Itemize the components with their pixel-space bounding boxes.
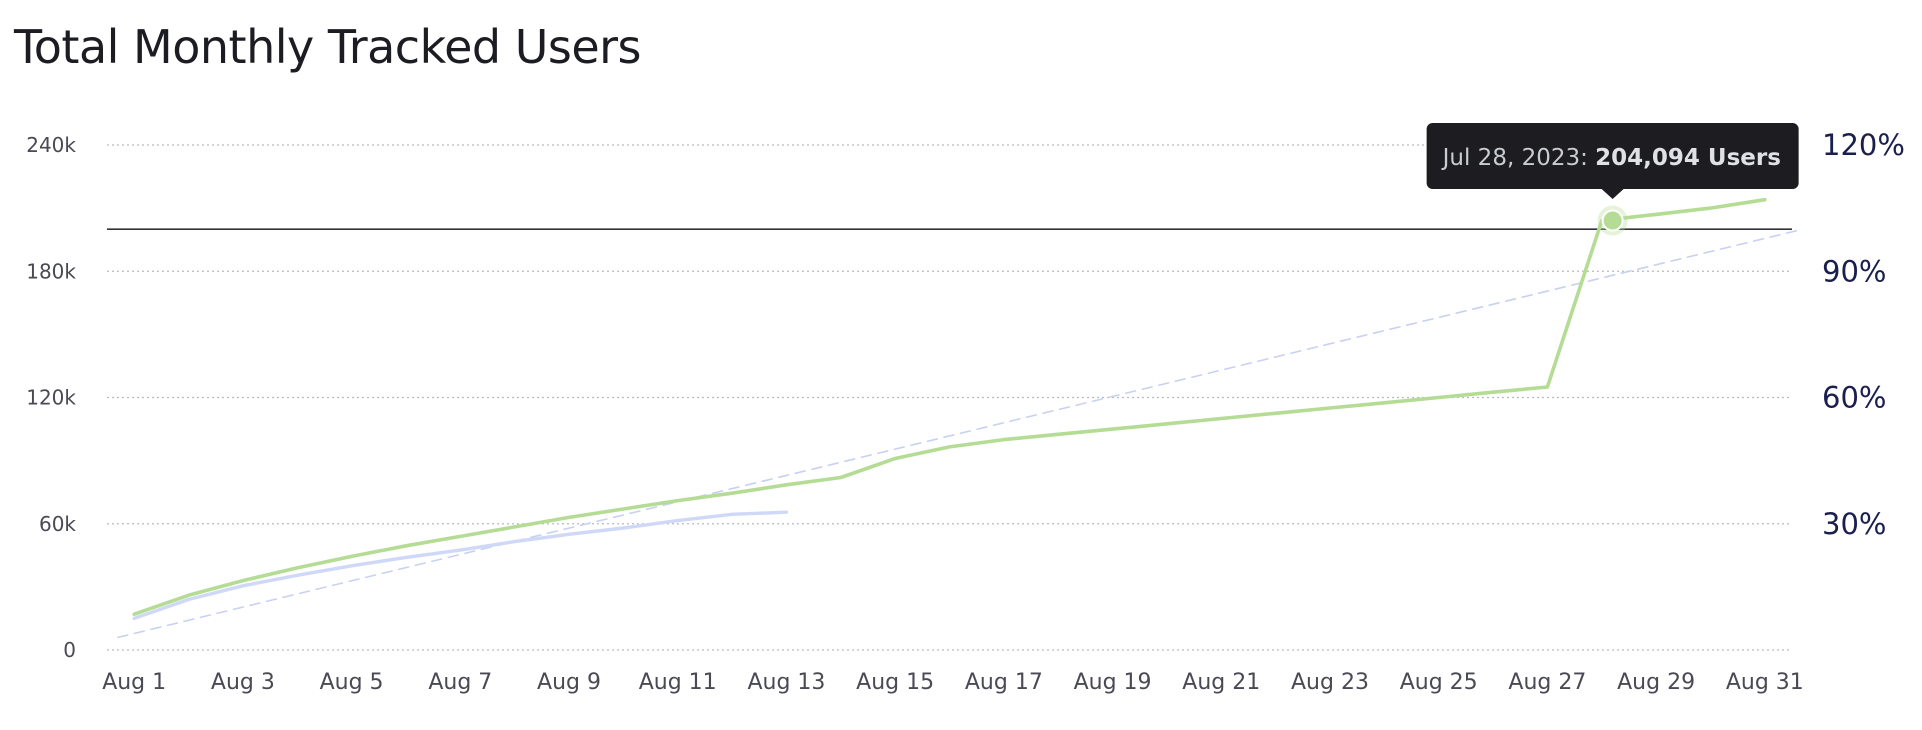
hover-point[interactable] — [1601, 209, 1624, 232]
x-tick-label: Aug 11 — [639, 670, 717, 695]
x-tick-label: Aug 1 — [102, 670, 166, 695]
x-tick-label: Aug 9 — [537, 670, 601, 695]
series-line-projection — [117, 228, 1804, 639]
x-tick-label: Aug 31 — [1726, 670, 1804, 695]
x-tick-label: Aug 3 — [211, 670, 275, 695]
chart-title: Total Monthly Tracked Users — [14, 20, 642, 74]
y-tick-label: 0 — [63, 638, 76, 662]
x-tick-label: Aug 25 — [1400, 670, 1478, 695]
tooltip-text: Jul 28, 2023: 204,094 Users — [1441, 145, 1781, 171]
hover-marker[interactable] — [1597, 205, 1628, 236]
y2-tick-label: 120% — [1822, 128, 1905, 162]
tooltip: Jul 28, 2023: 204,094 Users — [1426, 123, 1799, 199]
x-axis: Aug 1 Aug 3 Aug 5 Aug 7 Aug 9 Aug 11 Aug 13 Aug… — [102, 670, 1804, 695]
tooltip-box — [1426, 123, 1799, 189]
x-tick-label: Aug 15 — [856, 670, 934, 695]
tooltip-value: 204,094 Users — [1595, 145, 1781, 171]
gridlines — [107, 144, 1792, 651]
x-tick-label: Aug 27 — [1508, 670, 1586, 695]
y2-tick-label: 30% — [1822, 507, 1886, 541]
series-lines — [117, 197, 1804, 639]
y2-tick-label: 90% — [1822, 254, 1886, 288]
y-tick-label: 180k — [26, 259, 76, 283]
x-tick-label: Aug 23 — [1291, 670, 1369, 695]
tooltip-date: Jul 28, 2023 — [1441, 145, 1580, 171]
tooltip-pointer — [1601, 189, 1624, 199]
y-tick-label: 60k — [39, 512, 76, 536]
x-tick-label: Aug 5 — [320, 670, 384, 695]
x-tick-label: Aug 17 — [965, 670, 1043, 695]
tooltip-separator: : — [1580, 145, 1595, 171]
series-line-actual — [132, 197, 1767, 617]
y-axis-left: 0 60k 120k 180k 240k — [26, 133, 76, 662]
x-tick-label: Aug 13 — [747, 670, 825, 695]
x-tick-label: Aug 19 — [1074, 670, 1152, 695]
y-tick-label: 120k — [26, 386, 76, 410]
x-tick-label: Aug 7 — [428, 670, 492, 695]
y-tick-label: 240k — [26, 133, 76, 157]
y-axis-right: 30% 60% 90% 120% — [1822, 128, 1905, 541]
x-tick-label: Aug 21 — [1182, 670, 1260, 695]
y2-tick-label: 60% — [1822, 381, 1886, 415]
series-line-previous — [132, 510, 789, 621]
x-tick-label: Aug 29 — [1617, 670, 1695, 695]
